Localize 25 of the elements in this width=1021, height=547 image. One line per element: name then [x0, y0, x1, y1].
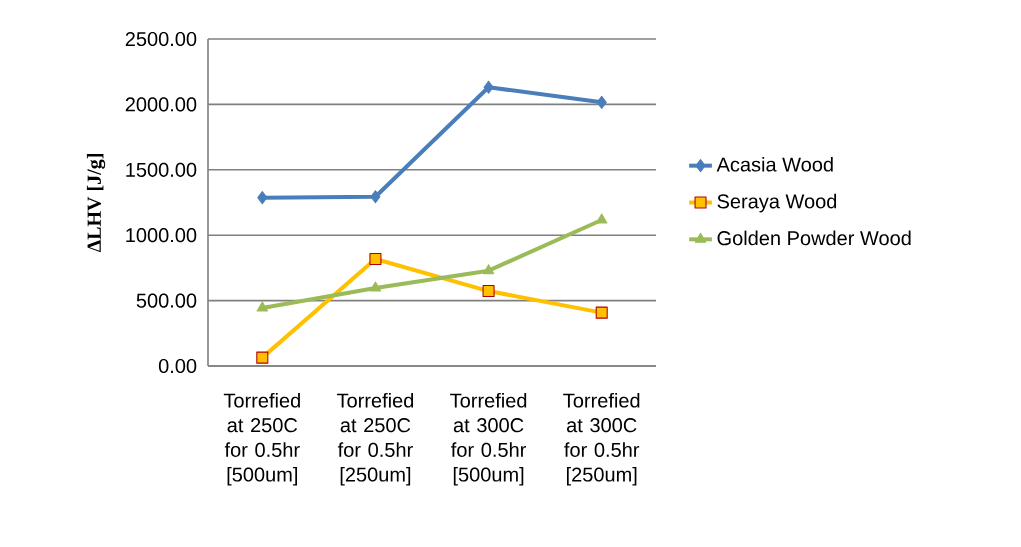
point — [482, 264, 495, 275]
y-tick-label: 2500.00 — [125, 31, 197, 47]
point — [369, 252, 382, 266]
y-axis-title: ΔLHV [J/g] — [86, 154, 106, 253]
point — [595, 306, 608, 319]
point — [256, 351, 269, 364]
legend-label: Acasia Wood — [716, 156, 833, 172]
x-tick-label: Torrefied at 250C for 0.5hr [250um] — [336, 392, 414, 486]
x-tick-label: Torrefied at 300C for 0.5hr [250um] — [563, 392, 640, 486]
point — [370, 190, 381, 204]
y-tick-label: 1000.00 — [126, 228, 197, 243]
point — [257, 191, 268, 205]
point — [596, 95, 607, 109]
y-tick-label: 2000.00 — [125, 97, 197, 112]
point — [369, 281, 382, 292]
y-tick-label: 1500.00 — [126, 162, 197, 177]
y-tick-label: 0.00 — [158, 358, 197, 374]
x-tick-label: Torrefied at 250C for 0.5hr [500um] — [223, 392, 300, 486]
y-tick-label: 500.00 — [136, 293, 197, 308]
point — [482, 285, 495, 298]
legend-label: Golden Powder Wood — [717, 230, 911, 246]
x-tick-label: Torrefied at 300C for 0.5hr [500um] — [450, 392, 527, 486]
legend-label: Seraya Wood — [717, 193, 837, 213]
point — [256, 301, 269, 312]
point — [483, 80, 494, 94]
